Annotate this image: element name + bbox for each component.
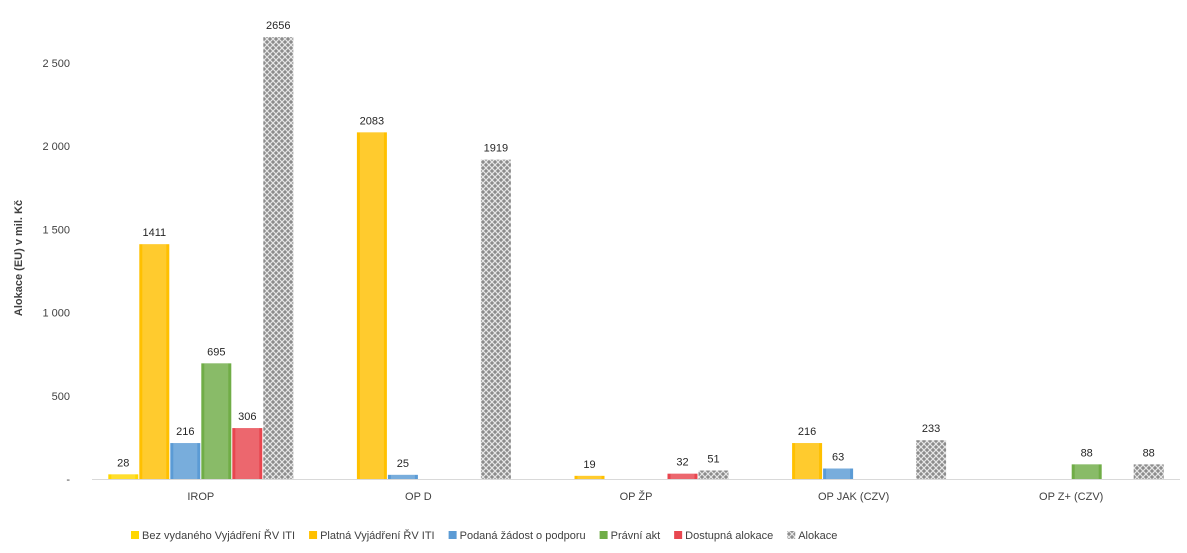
- bar-highlight: [204, 363, 229, 479]
- bar-highlight: [795, 443, 820, 479]
- legend-swatch: [787, 531, 796, 539]
- legend-swatch: [599, 531, 608, 539]
- bar: [139, 244, 170, 479]
- data-label: 28: [117, 457, 129, 469]
- bar: [916, 440, 947, 479]
- bar-group: 88: [1071, 447, 1102, 479]
- bar-group: 28: [108, 457, 139, 479]
- x-tick-label: OP D: [405, 491, 432, 503]
- bar: [698, 470, 729, 479]
- x-tick-label: OP ŽP: [620, 490, 653, 503]
- data-label: 233: [922, 423, 940, 435]
- legend-item: Platná Vyjádření ŘV ITI: [309, 529, 435, 542]
- bar-highlight: [359, 132, 384, 479]
- legend-swatch: [309, 531, 318, 539]
- bar-group: 306: [232, 411, 263, 479]
- bar-highlight: [1074, 464, 1099, 479]
- legend-item: Podaná žádost o podporu: [448, 530, 586, 542]
- bar-highlight: [826, 468, 851, 479]
- bar-highlight: [670, 473, 695, 479]
- legend: Bez vydaného Vyjádření ŘV ITI Platná Vyjá…: [131, 529, 837, 542]
- legend-label: Alokace: [798, 530, 837, 542]
- data-label: 88: [1143, 447, 1155, 459]
- x-tick-label: OP Z+ (CZV): [1039, 491, 1103, 503]
- data-label: 25: [397, 458, 409, 470]
- bar-highlight: [235, 428, 260, 479]
- bar-highlight: [173, 443, 198, 479]
- bar: [356, 132, 387, 479]
- bar-highlight: [390, 474, 415, 479]
- bar-group: 216: [170, 426, 201, 479]
- y-tick-label: 1 000: [42, 308, 70, 320]
- y-axis-label: Alokace (EU) v mil. Kč: [13, 200, 25, 316]
- x-axis: IROP OP D OP ŽP OP JAK (CZV) OP Z+ (CZV): [92, 479, 1180, 503]
- data-label: 1411: [142, 227, 166, 239]
- legend-swatch: [448, 531, 457, 539]
- bar: [108, 474, 139, 479]
- bar: [387, 474, 418, 479]
- data-label: 306: [238, 411, 256, 423]
- legend-item: Alokace: [787, 530, 837, 542]
- bar-highlight: [111, 474, 136, 479]
- legend-label: Platná Vyjádření ŘV ITI: [320, 529, 435, 542]
- y-tick-label: 500: [52, 391, 70, 403]
- bar-group: 2656: [263, 20, 294, 479]
- bar: [667, 473, 698, 479]
- bar-group: 233: [916, 423, 947, 479]
- data-label: 2656: [266, 20, 290, 32]
- x-tick-label: IROP: [187, 491, 214, 503]
- legend-item: Bez vydaného Vyjádření ŘV ITI: [131, 529, 295, 542]
- bar: [792, 443, 823, 479]
- bar-group: 695: [201, 346, 232, 479]
- legend-item: Právní akt: [599, 530, 661, 542]
- bar-group: 88: [1133, 447, 1164, 479]
- bar-group: 2083: [356, 115, 387, 479]
- bar-group: 19: [574, 459, 605, 479]
- bar: [232, 428, 263, 479]
- legend-item: Dostupná alokace: [674, 530, 773, 542]
- data-label: 63: [832, 452, 844, 464]
- bar-group: 1919: [480, 143, 511, 479]
- data-label: 32: [676, 457, 688, 469]
- bar: [1133, 464, 1164, 479]
- bar-group: 32: [667, 457, 698, 479]
- bar: [263, 37, 294, 479]
- legend-swatch: [131, 531, 139, 539]
- x-tick-label: OP JAK (CZV): [818, 491, 889, 503]
- legend-swatch: [674, 531, 683, 539]
- bar-group: 25: [387, 458, 418, 479]
- bar: [1071, 464, 1102, 479]
- data-label: 695: [207, 346, 225, 358]
- bar-group: 51: [698, 454, 729, 479]
- legend-label: Právní akt: [611, 530, 661, 542]
- y-tick-label: -: [66, 474, 70, 486]
- y-tick-label: 2 000: [42, 141, 70, 153]
- bar-highlight: [577, 475, 602, 479]
- data-label: 51: [707, 454, 719, 466]
- legend-label: Bez vydaného Vyjádření ŘV ITI: [142, 529, 295, 542]
- bar: [480, 159, 511, 479]
- bar-group: 63: [823, 452, 854, 479]
- legend-label: Dostupná alokace: [685, 530, 773, 542]
- bar-group: 216: [792, 426, 823, 479]
- data-label: 88: [1081, 447, 1093, 459]
- bar: [201, 363, 232, 479]
- data-label: 1919: [484, 143, 508, 155]
- data-label: 2083: [360, 115, 384, 127]
- legend-label: Podaná žádost o podporu: [460, 530, 586, 542]
- data-label: 19: [583, 459, 595, 471]
- bar-highlight: [142, 244, 167, 479]
- bar: [170, 443, 201, 479]
- bar: [823, 468, 854, 479]
- y-axis-ticks: - 500 1 000 1 500 2 000 2 500: [42, 58, 70, 486]
- bar-group: 1411: [139, 227, 170, 479]
- data-label: 216: [176, 426, 194, 438]
- y-tick-label: 1 500: [42, 224, 70, 236]
- y-tick-label: 2 500: [42, 58, 70, 70]
- bar: [574, 475, 605, 479]
- data-label: 216: [798, 426, 816, 438]
